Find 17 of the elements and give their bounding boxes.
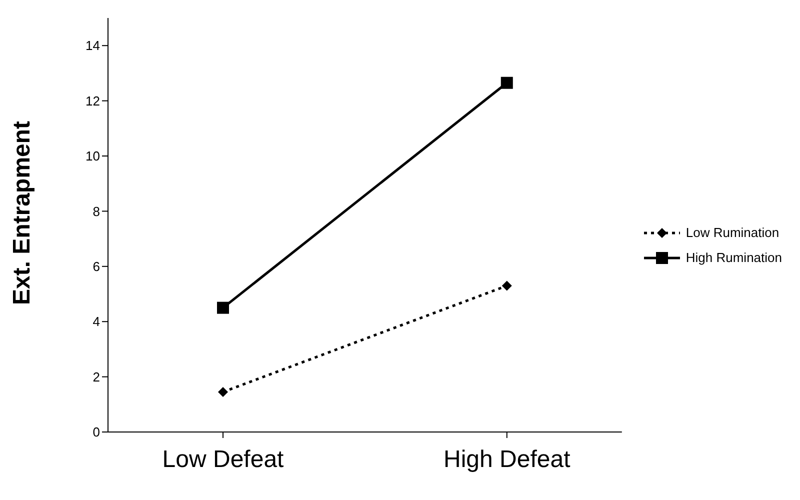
legend-label: Low Rumination bbox=[686, 225, 780, 240]
point bbox=[502, 280, 512, 291]
y-tick-label: 10 bbox=[86, 148, 100, 164]
y-tick-label: 14 bbox=[86, 38, 100, 54]
x-tick-label: Low Defeat bbox=[162, 446, 284, 474]
y-tick-label: 2 bbox=[92, 369, 100, 384]
point bbox=[218, 386, 228, 397]
y-axis-title: Ext. Entrapment bbox=[8, 120, 36, 305]
y-tick-label: 6 bbox=[92, 259, 100, 274]
point bbox=[217, 302, 229, 314]
point bbox=[500, 76, 513, 89]
y-tick-label: 8 bbox=[92, 204, 100, 219]
x-tick-label: High Defeat bbox=[444, 446, 571, 474]
y-tick-label: 4 bbox=[92, 314, 100, 330]
y-tick-label: 0 bbox=[92, 424, 100, 440]
y-tick-label: 12 bbox=[86, 93, 100, 108]
legend-label: High Rumination bbox=[686, 250, 782, 265]
